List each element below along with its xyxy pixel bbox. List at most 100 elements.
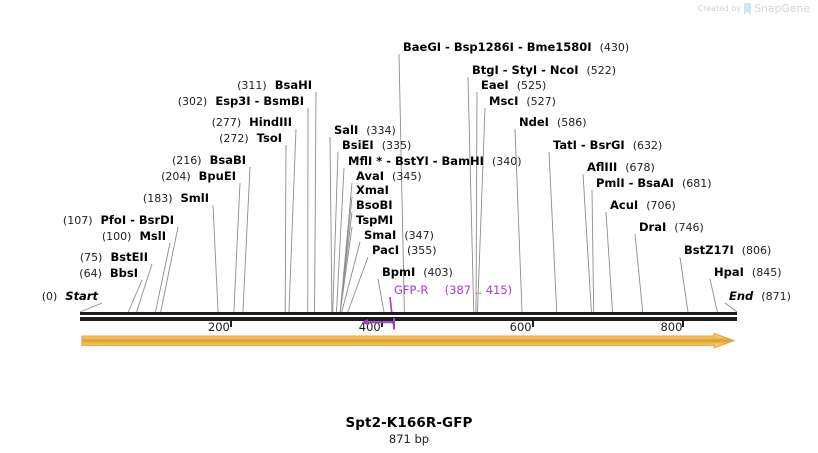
leader-line-paci xyxy=(347,256,369,313)
leader-line-mfli-bstyi-bamhi xyxy=(336,167,345,313)
ruler-tick-800 xyxy=(682,318,685,327)
leader-line-bsiei xyxy=(332,151,339,313)
restriction-site-label-bbsi[interactable]: (64) BbsI xyxy=(79,267,138,280)
restriction-site-label-pmli-bsaai[interactable]: PmlI - BsaAI (681) xyxy=(596,177,712,190)
site-position: (525) xyxy=(516,79,547,92)
site-position: (586) xyxy=(556,116,587,129)
restriction-site-label-msli[interactable]: (100) MslI xyxy=(102,230,166,243)
restriction-site-label-bpuei[interactable]: (204) BpuEI xyxy=(161,170,236,183)
restriction-site-label-avai[interactable]: AvaI (345) xyxy=(356,170,422,183)
restriction-site-label-hpai[interactable]: HpaI (845) xyxy=(714,266,782,279)
site-name: End xyxy=(729,289,754,303)
site-position: (632) xyxy=(632,139,663,152)
site-name: NdeI xyxy=(519,115,549,129)
restriction-site-label-paci[interactable]: PacI (355) xyxy=(372,244,437,257)
leader-line-msli xyxy=(154,242,171,313)
watermark-made-by: Created by xyxy=(697,4,742,13)
sequence-length: 871 bp xyxy=(388,432,430,446)
restriction-site-label-bstz17i[interactable]: BstZ17I (806) xyxy=(684,244,771,257)
site-position: (681) xyxy=(681,177,712,190)
leader-line-avai xyxy=(339,182,353,313)
leader-line-acui xyxy=(605,211,613,313)
primer-label-gfp-r[interactable]: GFP-R (387 .. 415) xyxy=(394,284,512,296)
ruler-tick-label-200: 200 xyxy=(207,320,230,334)
site-position: (345) xyxy=(392,170,422,183)
site-position: (0) xyxy=(41,290,58,303)
restriction-site-label-end[interactable]: End (871) xyxy=(729,290,791,303)
site-position: (100) xyxy=(101,230,132,243)
restriction-site-label-hindiii[interactable]: (277) HindIII xyxy=(212,116,292,129)
leader-line-smai xyxy=(341,241,361,313)
site-name: AvaI xyxy=(356,169,385,183)
primer-range: (387 .. 415) xyxy=(444,283,513,297)
leader-line-tati-bsrgi xyxy=(548,151,558,313)
site-name: TsoI xyxy=(256,131,282,145)
restriction-site-label-afliii[interactable]: AflIII (678) xyxy=(587,161,655,174)
restriction-site-label-drai[interactable]: DraI (746) xyxy=(639,221,704,234)
site-name: PmlI - BsaAI xyxy=(596,176,674,190)
leader-line-tsoi xyxy=(284,144,287,313)
restriction-site-label-tspmi[interactable]: TspMI xyxy=(356,214,393,226)
site-name: BsaBI xyxy=(209,153,246,167)
restriction-site-label-tati-bsrgi[interactable]: TatI - BsrGI (632) xyxy=(553,139,662,152)
leader-line-hpai xyxy=(709,278,718,313)
leader-line-tspmi xyxy=(339,226,353,313)
snapgene-bookmark-icon xyxy=(744,2,752,15)
ruler-line-upper xyxy=(80,312,737,315)
restriction-site-label-msci[interactable]: MscI (527) xyxy=(489,95,556,108)
primer-arrow-gfp-r[interactable] xyxy=(360,318,396,330)
leader-line-bstz17i xyxy=(679,256,689,313)
restriction-site-label-xmai[interactable]: XmaI xyxy=(356,184,389,196)
site-name: MscI xyxy=(489,94,519,108)
site-name: BsaHI xyxy=(274,78,312,92)
restriction-site-label-bsahi[interactable]: (311) BsaHI xyxy=(237,79,312,92)
site-position: (871) xyxy=(761,290,791,303)
site-position: (706) xyxy=(646,199,676,212)
leader-line-bpuei xyxy=(233,182,241,313)
site-name: Start xyxy=(65,289,98,303)
site-position: (430) xyxy=(599,41,630,54)
restriction-site-label-eaei[interactable]: EaeI (525) xyxy=(481,79,546,92)
ruler-tick-label-600: 600 xyxy=(509,320,532,334)
site-name: BaeGI - Bsp1286I - Bme1580I xyxy=(403,40,592,54)
restriction-site-label-start[interactable]: (0) Start xyxy=(42,290,98,303)
restriction-site-label-tsoi[interactable]: (272) TsoI xyxy=(219,132,282,145)
orf-arrow[interactable] xyxy=(78,333,738,351)
leader-line-btgi-styi-ncoi xyxy=(467,76,475,313)
restriction-site-label-acui[interactable]: AcuI (706) xyxy=(610,199,676,212)
site-name: BstEII xyxy=(110,250,148,264)
site-position: (277) xyxy=(211,116,242,129)
site-name: SmlI xyxy=(180,191,210,205)
leader-line-bsobi xyxy=(339,211,353,313)
restriction-site-label-bsiei[interactable]: BsiEI (335) xyxy=(342,139,411,152)
restriction-site-label-esp3i-bsmbi[interactable]: (302) Esp3I - BsmBI xyxy=(178,95,304,108)
restriction-site-label-ndei[interactable]: NdeI (586) xyxy=(519,116,587,129)
restriction-site-label-mfli-bstyi-bamhi[interactable]: MflI * - BstYI - BamHI (340) xyxy=(348,155,522,168)
site-name: BsoBI xyxy=(356,198,393,212)
site-name: BbsI xyxy=(109,266,138,280)
site-name: BpuEI xyxy=(198,169,236,183)
restriction-site-label-btgi-styi-ncoi[interactable]: BtgI - StyI - NcoI (522) xyxy=(472,64,616,77)
restriction-site-label-bstei[interactable]: (75) BstEII xyxy=(80,251,148,264)
leader-line-drai xyxy=(634,233,644,313)
site-position: (272) xyxy=(219,132,249,145)
site-position: (355) xyxy=(406,244,437,257)
site-position: (678) xyxy=(625,161,655,174)
restriction-site-label-smai[interactable]: SmaI (347) xyxy=(364,229,434,242)
restriction-site-label-pfoi-bsrdi[interactable]: (107) PfoI - BsrDI xyxy=(63,214,174,227)
site-position: (216) xyxy=(171,154,202,167)
site-position: (183) xyxy=(142,192,173,205)
restriction-site-label-bsobi[interactable]: BsoBI xyxy=(356,199,393,211)
leader-line-xmai xyxy=(339,196,353,313)
restriction-site-label-baegi-bsp1286i-bme1580i[interactable]: BaeGI - Bsp1286I - Bme1580I (430) xyxy=(403,41,629,54)
leader-line-bstei xyxy=(136,263,153,313)
restriction-site-label-bpmi[interactable]: BpmI (403) xyxy=(382,266,453,279)
restriction-site-label-smli[interactable]: (183) SmlI xyxy=(143,192,209,205)
leader-line-bpmi xyxy=(377,278,385,313)
leader-line-hindiii xyxy=(288,128,297,313)
ruler-line-gap xyxy=(80,315,737,317)
restriction-site-label-sali[interactable]: SalI (334) xyxy=(334,124,396,137)
restriction-site-label-bsabi[interactable]: (216) BsaBI xyxy=(172,154,246,167)
leader-line-smli xyxy=(212,204,219,313)
site-name: HindIII xyxy=(249,115,292,129)
